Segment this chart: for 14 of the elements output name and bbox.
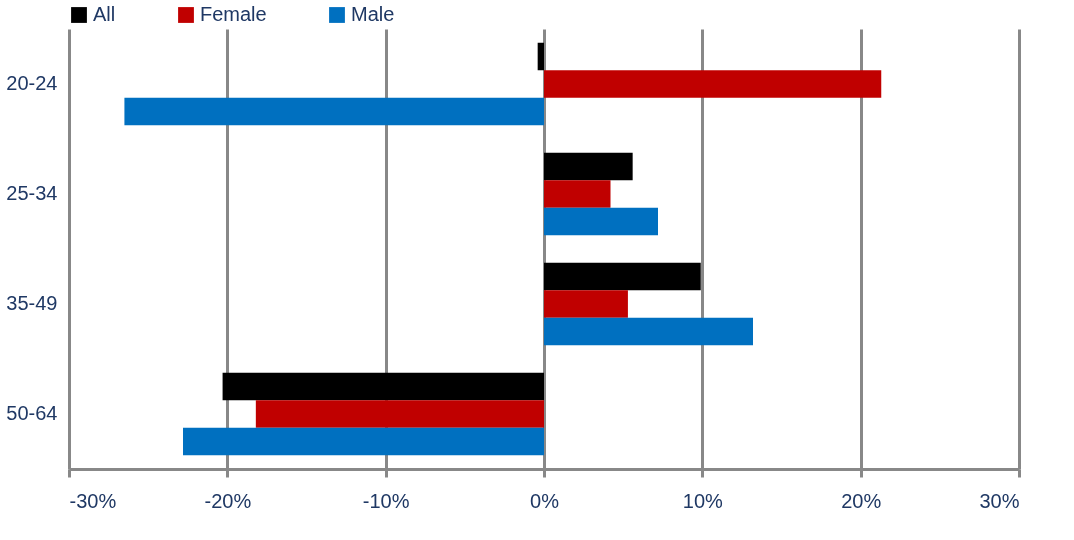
y-tick-label: 20-24 [6, 72, 58, 94]
legend-label: Female [200, 3, 267, 25]
legend-label: All [93, 3, 116, 25]
x-tick-label: -20% [204, 489, 252, 512]
x-tick-label: -10% [362, 489, 410, 512]
legend-label: Male [351, 3, 395, 25]
x-tick-label: 10% [682, 489, 724, 512]
y-tick-label: 35-49 [6, 292, 58, 314]
x-tick-label: 0% [530, 489, 560, 512]
x-tick-label: -30% [69, 489, 117, 512]
y-tick-label: 25-34 [6, 182, 58, 204]
x-tick-label: 30% [979, 489, 1020, 512]
x-tick-label: 20% [841, 489, 882, 512]
y-tick-label: 50-64 [6, 402, 58, 424]
